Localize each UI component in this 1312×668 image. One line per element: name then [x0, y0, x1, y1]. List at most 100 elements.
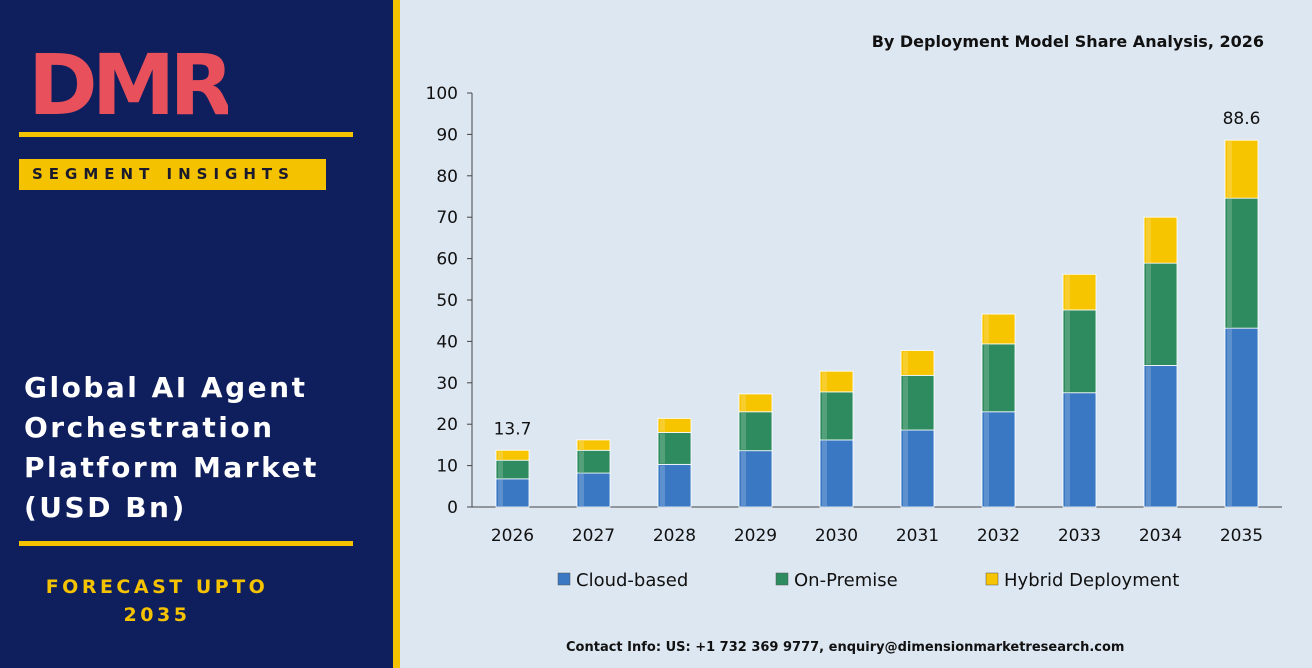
bar-segment-highlight [741, 394, 746, 411]
x-tick-label: 2028 [653, 526, 696, 546]
bar-segment-highlight [1065, 393, 1070, 506]
bar-segment [576, 439, 611, 451]
y-tick-label: 20 [436, 415, 458, 435]
bar-segment-rect [1224, 139, 1259, 199]
bar-segment [900, 350, 935, 376]
forecast-label: FORECAST UPTO 2035 [45, 576, 269, 626]
bar-segment-rect [495, 449, 530, 461]
bar-segment [981, 411, 1016, 508]
legend-item: Hybrid Deployment [985, 570, 1179, 591]
bar-segment-highlight [660, 433, 665, 464]
bar-segment-highlight [1065, 275, 1070, 309]
bar-segment [819, 370, 854, 393]
bar-segment-highlight [579, 440, 584, 450]
bar-segment [900, 429, 935, 508]
bar-segment-highlight [1227, 141, 1232, 198]
bar-segment-rect [900, 429, 935, 508]
bar-segment [495, 449, 530, 461]
bar-segment-rect [657, 463, 692, 508]
bar-segment-highlight [1227, 329, 1232, 506]
bar-segment-rect [819, 439, 854, 508]
chart-labels: 2026 2027 2028 2029 2030 2031 2032 2033 2034 2035… [491, 109, 1263, 546]
y-tick-label: 40 [436, 332, 458, 352]
bar-segment-rect [900, 350, 935, 376]
bar-segment [1062, 309, 1097, 394]
x-tick-label: 2033 [1058, 526, 1101, 546]
bar-segment [1062, 392, 1097, 508]
bar-segment [495, 478, 530, 508]
contact-info: Contact Info: US: +1 732 369 9777, enqui… [566, 640, 1125, 655]
bar-segment-highlight [822, 372, 827, 391]
bar-segment [1224, 197, 1259, 329]
legend-swatch [985, 572, 999, 586]
bar-segment [1143, 365, 1178, 508]
data-label: 88.6 [1223, 109, 1261, 129]
bar-segment-rect [738, 393, 773, 413]
bar-segment-rect [1062, 273, 1097, 311]
bar-segment-highlight [1146, 264, 1151, 365]
bar-segment [900, 374, 935, 431]
bar-segment [738, 393, 773, 413]
bar-segment [1062, 273, 1097, 311]
bar-segment-highlight [579, 474, 584, 506]
bar-segment [1224, 139, 1259, 199]
bar-segment [495, 459, 530, 480]
bar-segment-highlight [579, 451, 584, 473]
bar-segment-highlight [822, 392, 827, 439]
chart-legend: Cloud-based On-Premise Hybrid Deployment [557, 570, 1179, 591]
bar-segment-highlight [984, 344, 989, 411]
x-tick-label: 2026 [491, 526, 534, 546]
bar-segment [981, 313, 1016, 345]
bar-segment-rect [1062, 392, 1097, 508]
bar-segment [657, 432, 692, 465]
y-tick-label: 60 [436, 250, 458, 270]
bar-segment [981, 343, 1016, 413]
bar-segment-highlight [1146, 366, 1151, 506]
bar-segment-highlight [1065, 310, 1070, 392]
bar-segment-rect [981, 313, 1016, 345]
bar-segment-highlight [984, 315, 989, 343]
bar-segment [576, 472, 611, 508]
legend-label: Hybrid Deployment [1004, 570, 1179, 591]
y-tick-label: 90 [436, 125, 458, 145]
bar-segment-highlight [498, 461, 503, 478]
bar-segment-rect [657, 432, 692, 465]
bar-segment-rect [819, 370, 854, 393]
bar-segment [576, 449, 611, 474]
bar-segment-highlight [498, 479, 503, 506]
market-title: Global AI Agent Orchestration Platform M… [24, 371, 319, 524]
legend-swatch [557, 572, 571, 586]
logo-text: DMR [28, 36, 228, 122]
y-tick-label: 10 [436, 457, 458, 477]
bar-segment [738, 450, 773, 508]
bar-segment-highlight [741, 451, 746, 506]
gold-rule-top [19, 132, 353, 137]
x-tick-label: 2032 [977, 526, 1020, 546]
bar-segment-highlight [984, 412, 989, 506]
bar-segment-rect [576, 439, 611, 451]
x-tick-label: 2027 [572, 526, 615, 546]
chart-title: By Deployment Model Share Analysis, 2026 [871, 32, 1264, 51]
bar-segment-highlight [1146, 218, 1151, 263]
gold-divider-stripe [393, 0, 400, 668]
y-tick-label: 100 [426, 84, 458, 104]
bar-segment-rect [1062, 309, 1097, 394]
x-tick-label: 2034 [1139, 526, 1182, 546]
y-tick-label: 70 [436, 208, 458, 228]
bar-segment-rect [576, 472, 611, 508]
bar-segment-rect [1143, 262, 1178, 366]
y-tick-label: 0 [447, 498, 458, 518]
bar-segment-highlight [903, 376, 908, 429]
bar-segment [819, 439, 854, 508]
legend-item: Cloud-based [557, 570, 688, 591]
legend-item: On-Premise [775, 570, 898, 591]
bar-segment-rect [1143, 216, 1178, 264]
bar-segment-highlight [903, 430, 908, 506]
gold-rule-bottom [19, 541, 353, 546]
bar-segment [819, 391, 854, 441]
bar-segment-rect [1143, 365, 1178, 508]
x-tick-label: 2035 [1220, 526, 1263, 546]
x-tick-label: 2029 [734, 526, 777, 546]
data-label: 13.7 [494, 419, 532, 439]
